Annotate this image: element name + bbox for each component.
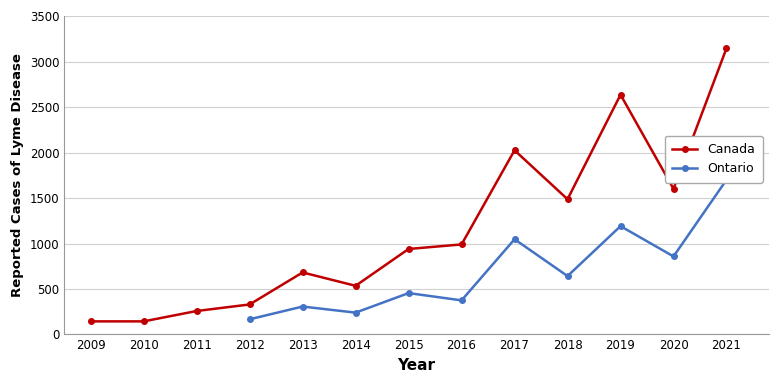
- Ontario: [722, 177, 731, 182]
- Canada: [192, 309, 201, 313]
- Canada: [616, 93, 626, 97]
- Canada: [563, 197, 573, 202]
- Ontario: [457, 298, 466, 303]
- Y-axis label: Reported Cases of Lyme Disease: Reported Cases of Lyme Disease: [11, 53, 24, 297]
- Canada: [298, 270, 307, 275]
- Ontario: [404, 291, 413, 295]
- Canada: [245, 302, 254, 307]
- Ontario: [616, 224, 626, 228]
- Canada: [351, 283, 360, 288]
- Ontario: [510, 237, 519, 242]
- Legend: Canada, Ontario: Canada, Ontario: [665, 136, 763, 183]
- Canada: [510, 148, 519, 152]
- Ontario: [351, 310, 360, 315]
- Canada: [404, 247, 413, 251]
- Canada: [86, 319, 95, 324]
- Canada: [139, 319, 148, 324]
- Line: Canada: Canada: [88, 45, 729, 324]
- Ontario: [668, 254, 678, 259]
- Canada: [668, 187, 678, 191]
- Ontario: [563, 274, 573, 278]
- Ontario: [298, 304, 307, 309]
- Canada: [722, 46, 731, 51]
- Ontario: [245, 317, 254, 321]
- Canada: [457, 242, 466, 247]
- X-axis label: Year: Year: [398, 358, 435, 373]
- Line: Ontario: Ontario: [246, 177, 729, 322]
